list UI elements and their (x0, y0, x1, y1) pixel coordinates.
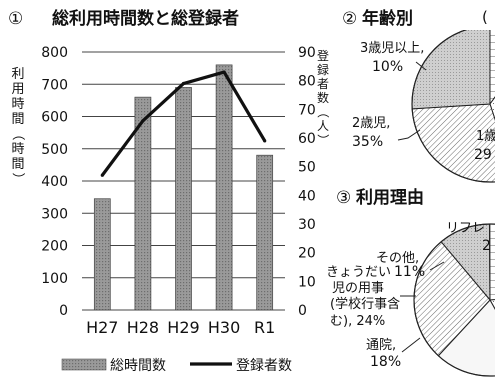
chart2-slice (489, 30, 495, 106)
chart1-bars (93, 64, 274, 311)
chart1-line-point (263, 139, 267, 143)
chart1-left-axis-char: 時 (11, 97, 24, 112)
chart3-value: 18% (370, 354, 401, 370)
chart3-outline (413, 223, 495, 377)
chart1-left-tick-label: 0 (59, 303, 68, 319)
chart1-x-tick-label: R1 (254, 318, 275, 337)
legend-line-label: 登録者数 (236, 358, 292, 374)
chart2-pie (411, 30, 495, 183)
chart1-bar (93, 198, 111, 311)
chart3-title: 利用理由 (356, 187, 424, 208)
chart3-partial-label: リフレ (446, 221, 485, 236)
chart2-label: 3歳児以上, (360, 41, 424, 56)
chart3-value: 11% (394, 264, 425, 280)
chart3-label: 通院, (366, 338, 396, 353)
chart1-x-tick-label: H28 (127, 318, 159, 337)
chart1-left-tick-label: 800 (41, 45, 68, 61)
chart1-left-tick-label: 200 (41, 239, 68, 255)
chart1-right-axis-char: 人 (317, 119, 329, 133)
chart1-left-tick-label: 300 (41, 206, 68, 222)
chart1-right-axis-title: 登録者数（人） (316, 48, 330, 146)
chart1-right-tick-label: 30 (298, 217, 316, 233)
chart1-right-tick-label: 0 (298, 303, 307, 319)
chart1-right-tick-label: 70 (298, 102, 316, 118)
chart2-slice (411, 30, 491, 110)
chart1-bar (215, 64, 233, 311)
chart2-value: 10% (372, 59, 403, 75)
chart3-label: その他, (376, 251, 419, 266)
chart1-left-axis-char: 時 (11, 142, 24, 157)
chart1-left-tick-label: 600 (41, 110, 68, 126)
chart3-label: む), 24% (330, 314, 385, 329)
chart1-x-tick-labels: H27 H28 H29 H30 R1 (86, 318, 275, 337)
chart3-partial-label: 2 (482, 238, 491, 254)
chart3-slice (488, 223, 495, 301)
chart1-right-tick-label: 10 (298, 274, 316, 290)
chart1-bar (256, 154, 274, 311)
chart1-number: ① (8, 9, 23, 29)
chart1-left-tick-label: 500 (41, 142, 68, 158)
legend-bar-label: 総時間数 (110, 358, 166, 374)
chart1-left-axis-char: 利 (11, 67, 24, 82)
chart1-right-tick-label: 20 (298, 246, 316, 262)
chart1-right-axis-char: ） (316, 134, 330, 146)
chart3-label: 児の用事 (332, 281, 384, 296)
chart1-line-point (222, 70, 226, 74)
chart1-right-axis-char: 登 (317, 48, 329, 63)
chart2-labels: 3歳児以上, 10% 2歳児, 35% 1歳 29 (352, 41, 495, 163)
chart3-pie (413, 223, 495, 377)
chart2-slice (489, 96, 495, 122)
chart1-right-axis-char: 者 (317, 77, 329, 91)
chart1-bar (134, 96, 152, 311)
chart1-left-tick-label: 700 (41, 77, 68, 93)
chart1-right-tick-labels: 0 10 20 30 40 50 60 70 80 90 (298, 45, 316, 319)
chart1-right-tick-label: 40 (298, 188, 316, 204)
chart3-label: (学校行事含 (330, 296, 400, 312)
chart2-number: ② (342, 9, 357, 29)
chart2-cropped-text: ( (482, 8, 488, 26)
chart1-right-tick-label: 80 (298, 74, 316, 90)
chart1-x-tick-label: H29 (167, 318, 199, 337)
chart1-right-axis-char: （ (316, 106, 330, 118)
chart2-label: 2歳児, (352, 116, 390, 131)
chart1-left-axis-char: ） (10, 172, 25, 185)
chart3-leader-line (429, 261, 445, 271)
chart1-line-series (100, 70, 267, 177)
chart1-right-axis-char: 録 (317, 62, 329, 77)
chart1-left-tick-labels: 0 100 200 300 400 500 600 700 800 (41, 45, 68, 319)
chart1-left-axis-char: （ (10, 127, 25, 140)
chart1-left-axis-char: 間 (11, 157, 24, 172)
chart1-left-tick-label: 400 (41, 174, 68, 190)
chart1-left-axis-title: 利用時間（時間） (10, 67, 25, 186)
chart1-right-tick-label: 90 (298, 45, 316, 61)
chart3-number: ③ (336, 188, 351, 208)
chart2-partial-label: 29 (474, 147, 492, 163)
chart2-outline (411, 30, 495, 183)
chart3-label: きょうだい (326, 265, 391, 280)
chart2-partial-label: 1歳 (476, 129, 495, 144)
chart2-value: 35% (352, 134, 383, 150)
chart1-right-tick-label: 60 (298, 131, 316, 147)
chart1-right-tick-label: 50 (298, 160, 316, 176)
legend-bar-swatch (61, 358, 107, 371)
chart1-title: 総利用時間数と総登録者 (52, 8, 239, 29)
chart1-x-tick-label: H27 (86, 318, 118, 337)
chart1-bar (175, 87, 192, 311)
chart3-leader-line (401, 337, 421, 353)
chart1-line-point (181, 81, 186, 86)
chart1-x-tick-label: H30 (208, 318, 240, 337)
chart2-leader-line (397, 129, 421, 141)
chart1-left-axis-char: 用 (11, 82, 24, 97)
chart1-right-axis-char: 数 (317, 90, 329, 105)
chart2-leader-line (415, 61, 427, 71)
chart1-left-tick-label: 100 (41, 271, 68, 287)
chart2-title: 年齢別 (362, 8, 413, 29)
chart1-left-axis-char: 間 (11, 112, 24, 127)
chart1-line-point (100, 173, 104, 177)
chart1-line-point (141, 119, 145, 123)
